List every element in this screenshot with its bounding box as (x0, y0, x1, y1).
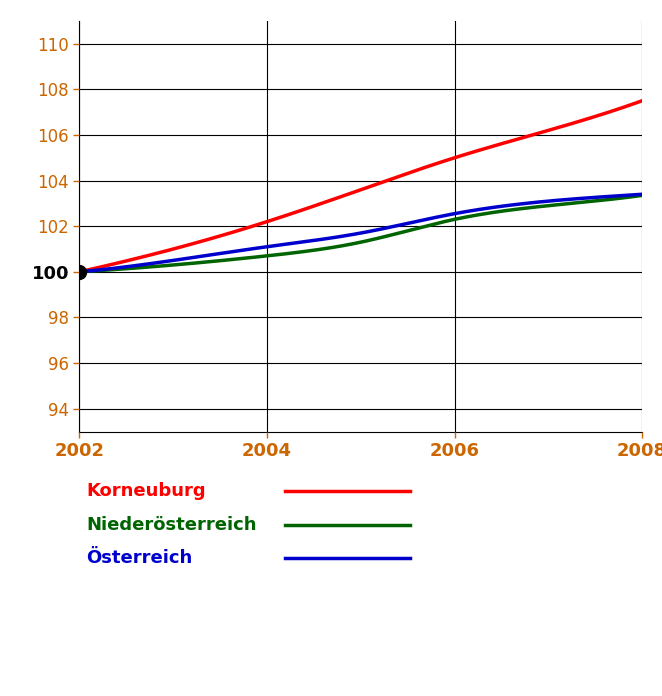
Text: Österreich: Österreich (86, 549, 192, 567)
Text: Korneuburg: Korneuburg (86, 482, 206, 500)
Text: Niederösterreich: Niederösterreich (86, 516, 257, 535)
